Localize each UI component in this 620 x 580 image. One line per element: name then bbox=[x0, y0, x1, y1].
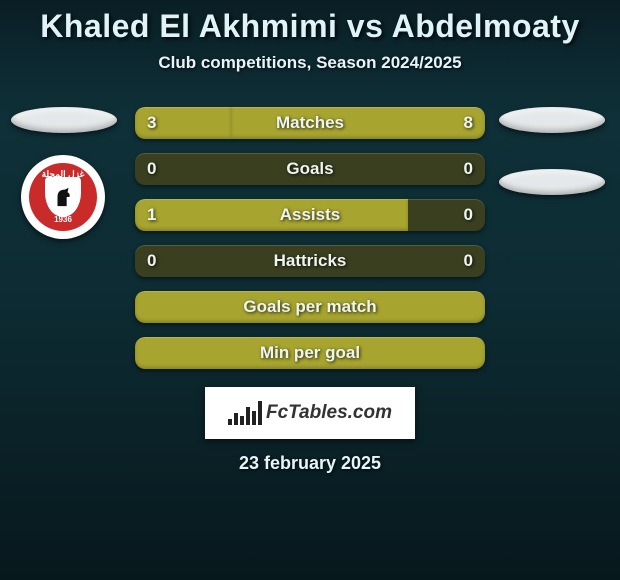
stat-value-left: 0 bbox=[147, 245, 156, 277]
club-logo-year: 1936 bbox=[29, 215, 97, 224]
bar-fill-full bbox=[135, 337, 485, 369]
stat-value-right: 8 bbox=[464, 107, 473, 139]
player-placeholder-ellipse bbox=[499, 107, 605, 133]
page-title: Khaled El Akhmimi vs Abdelmoaty bbox=[0, 8, 620, 45]
club-logo-shield bbox=[45, 177, 81, 217]
stat-value-left: 0 bbox=[147, 153, 156, 185]
club-placeholder-ellipse bbox=[499, 169, 605, 195]
stat-value-right: 0 bbox=[464, 245, 473, 277]
player-placeholder-ellipse bbox=[11, 107, 117, 133]
bar-fill-left bbox=[135, 199, 408, 231]
stats-row: غزل المحلة 1936 38Matches00Goals10Assist… bbox=[0, 107, 620, 369]
stat-label: Goals bbox=[135, 153, 485, 185]
stat-bar: 38Matches bbox=[135, 107, 485, 139]
stat-value-left: 3 bbox=[147, 107, 156, 139]
stat-bar: Min per goal bbox=[135, 337, 485, 369]
stat-value-right: 0 bbox=[464, 199, 473, 231]
stat-bar: 0 0Goals bbox=[135, 153, 485, 185]
brand-bar bbox=[234, 413, 238, 425]
left-side-column: غزل المحلة 1936 bbox=[11, 107, 121, 239]
stat-label: Hattricks bbox=[135, 245, 485, 277]
bar-fill-full bbox=[135, 291, 485, 323]
stat-bar: Goals per match bbox=[135, 291, 485, 323]
brand-bar bbox=[252, 411, 256, 425]
brand-bars-icon bbox=[228, 401, 262, 425]
date-label: 23 february 2025 bbox=[0, 453, 620, 474]
stat-value-left: 1 bbox=[147, 199, 156, 231]
brand-text: FcTables.com bbox=[266, 402, 392, 424]
brand-bar bbox=[228, 419, 232, 425]
brand-badge: FcTables.com bbox=[205, 387, 415, 439]
horse-icon bbox=[52, 184, 74, 210]
club-logo: غزل المحلة 1936 bbox=[21, 155, 105, 239]
stat-bars-column: 38Matches00Goals10Assists00HattricksGoal… bbox=[135, 107, 485, 369]
stat-bar: 0 0Hattricks bbox=[135, 245, 485, 277]
brand-bar bbox=[240, 416, 244, 425]
bar-fill-right bbox=[231, 107, 485, 139]
stat-bar: 10Assists bbox=[135, 199, 485, 231]
right-side-column bbox=[499, 107, 609, 195]
comparison-card: Khaled El Akhmimi vs Abdelmoaty Club com… bbox=[0, 0, 620, 580]
brand-bar bbox=[258, 401, 262, 425]
stat-value-right: 0 bbox=[464, 153, 473, 185]
brand-bar bbox=[246, 407, 250, 425]
club-logo-inner: غزل المحلة 1936 bbox=[29, 163, 97, 231]
subtitle: Club competitions, Season 2024/2025 bbox=[0, 53, 620, 73]
